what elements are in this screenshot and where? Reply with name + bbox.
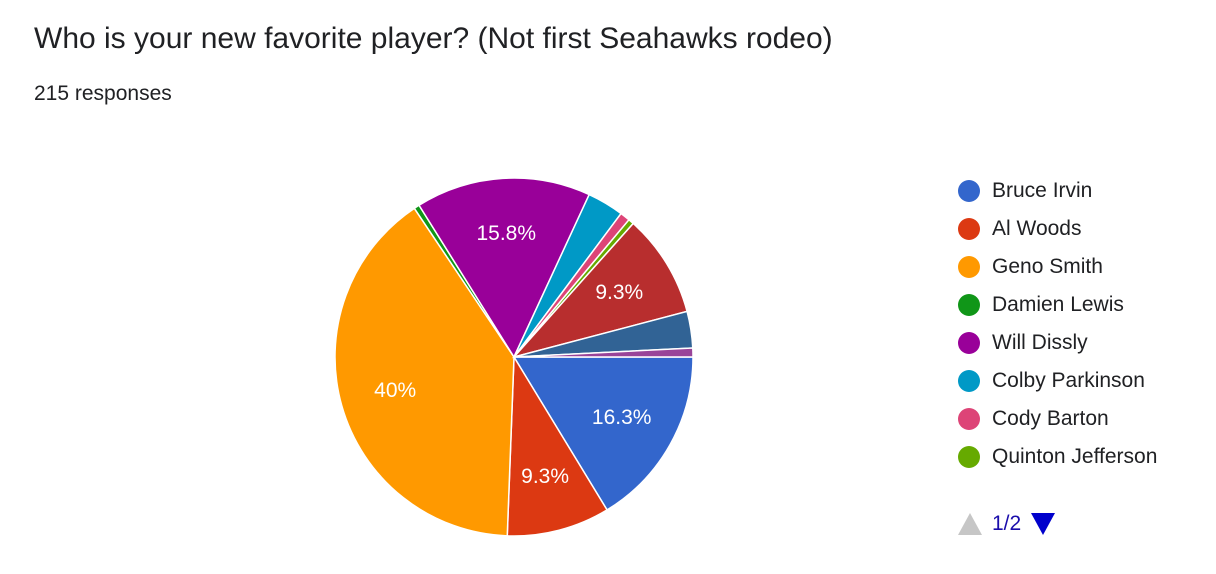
legend-item[interactable]: Will Dissly [958, 324, 1157, 362]
legend-label: Damien Lewis [992, 293, 1124, 316]
legend-swatch [958, 446, 980, 468]
legend-swatch [958, 256, 980, 278]
legend: Bruce Irvin Al Woods Geno Smith Damien Lewi… [958, 172, 1157, 476]
legend-item[interactable]: Geno Smith [958, 248, 1157, 286]
legend-label: Bruce Irvin [992, 179, 1093, 202]
legend-label: Al Woods [992, 217, 1082, 240]
pie-slice[interactable] [512, 356, 694, 511]
slice-data-label: 40% [374, 379, 416, 402]
pie-slice[interactable] [334, 207, 515, 537]
slice-data-label: 15.8% [476, 222, 536, 245]
legend-pager: 1/2 [958, 512, 1056, 536]
legend-page-indicator: 1/2 [992, 512, 1022, 535]
slice-data-label: 16.3% [592, 406, 652, 429]
legend-item[interactable]: Colby Parkinson [958, 362, 1157, 400]
legend-item[interactable]: Cody Barton [958, 400, 1157, 438]
legend-label: Cody Barton [992, 407, 1109, 430]
slice-data-label: 9.3% [521, 465, 569, 488]
legend-label: Geno Smith [992, 255, 1103, 278]
legend-item[interactable]: Quinton Jefferson [958, 438, 1157, 476]
legend-swatch [958, 332, 980, 354]
response-count: 215 responses [34, 82, 172, 105]
triangle-down-icon[interactable] [1031, 513, 1056, 535]
chart-title: Who is your new favorite player? (Not fi… [34, 22, 833, 55]
slice-data-label: 9.3% [595, 281, 643, 304]
legend-label: Will Dissly [992, 331, 1088, 354]
legend-swatch [958, 294, 980, 316]
legend-item[interactable]: Al Woods [958, 210, 1157, 248]
pie-slice[interactable] [418, 177, 591, 359]
pie-slice[interactable] [506, 354, 609, 537]
legend-swatch [958, 408, 980, 430]
legend-swatch [958, 370, 980, 392]
triangle-up-icon[interactable] [958, 513, 982, 535]
legend-item[interactable]: Damien Lewis [958, 286, 1157, 324]
legend-label: Quinton Jefferson [992, 445, 1158, 468]
pie-slice[interactable] [513, 347, 694, 358]
legend-swatch [958, 180, 980, 202]
legend-label: Colby Parkinson [992, 369, 1145, 392]
legend-swatch [958, 218, 980, 240]
pie-slice[interactable] [511, 222, 689, 359]
legend-item[interactable]: Bruce Irvin [958, 172, 1157, 210]
